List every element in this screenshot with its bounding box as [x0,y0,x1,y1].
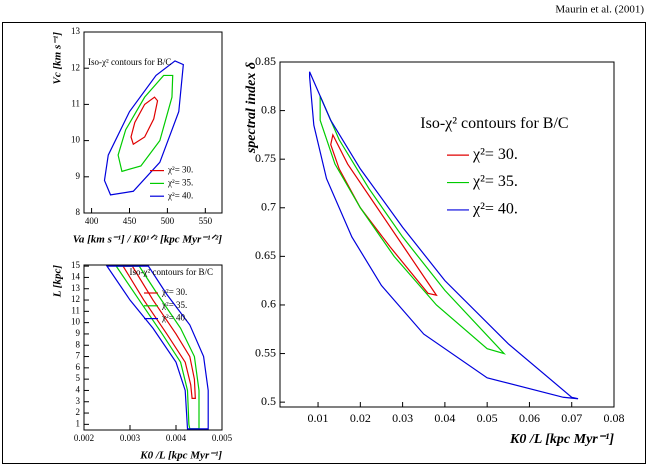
y-tick-label: 8 [76,207,81,217]
plot-frame [83,264,223,431]
contour [330,133,438,297]
legend-label: χ²= 30. [472,146,518,163]
x-tick-label: 0.06 [519,411,540,425]
y-tick-label: 0.75 [255,151,276,165]
y-tick-label: 0.85 [255,54,276,68]
x-tick-label: 500 [161,216,175,226]
annotation: Iso-χ² contours for B/C [420,115,568,132]
y-axis-label: Vc [km s⁻¹] [52,32,64,85]
x-tick-label: 0.01 [308,411,329,425]
contour [105,265,209,430]
y-tick-label: 9 [76,328,81,338]
y-tick-label: 2 [76,407,81,417]
y-tick-label: 7 [76,351,81,361]
x-tick-label: 0.005 [212,433,233,443]
x-tick-label: 0.04 [434,411,455,425]
y-tick-label: 5 [76,373,81,383]
y-tick-label: 13 [71,26,81,36]
y-tick-label: 12 [71,62,80,72]
x-tick-label: 0.03 [392,411,413,425]
x-axis-label: K0 /L [kpc Myr⁻¹] [139,450,222,462]
x-tick-label: 0.08 [604,411,625,425]
x-axis-label: Va [km s⁻¹] / K0¹ᐟ² [kpc Myr⁻¹ᐟ²] [73,234,223,246]
legend-label: χ²= 30. [167,165,193,175]
y-tick-label: 10 [71,135,81,145]
contour [308,71,579,400]
y-axis-label: spectral index δ [244,62,259,154]
y-tick-label: 9 [76,171,81,181]
x-tick-label: 0.002 [74,433,94,443]
contour [122,265,196,399]
plot-frame [279,61,615,408]
legend-label: χ²= 30. [161,287,187,297]
figure-frame [2,22,646,464]
y-tick-label: 12 [71,294,80,304]
legend-label: χ²= 40. [161,313,187,323]
x-tick-label: 0.003 [120,433,141,443]
x-tick-label: 550 [199,216,213,226]
legend-label: χ²= 40. [472,201,518,218]
x-tick-label: 0.02 [350,411,371,425]
y-tick-label: 8 [76,339,81,349]
y-tick-label: 11 [71,305,80,315]
legend-label: χ²= 40. [167,190,193,200]
y-tick-label: 0.5 [261,394,276,408]
y-tick-label: 6 [76,362,81,372]
contour [117,74,174,173]
contour [319,95,507,355]
plot-frame [83,31,223,214]
legend-label: χ²= 35. [472,173,518,190]
y-tick-label: 14 [71,271,81,281]
y-tick-label: 0.8 [261,102,276,116]
x-tick-label: 450 [123,216,137,226]
x-tick-label: 0.07 [561,411,582,425]
y-tick-label: 0.7 [261,200,276,214]
contour [103,60,184,196]
y-tick-label: 0.65 [255,248,276,262]
x-tick-label: 0.05 [477,411,498,425]
y-tick-label: 13 [71,283,81,293]
y-tick-label: 3 [76,396,81,406]
y-tick-label: 1 [76,418,81,428]
contour [130,96,159,146]
legend-label: χ²= 35. [161,300,187,310]
annotation: Iso-χ² contours for B/C [88,57,171,67]
header: Maurin et al. (2001) [555,4,644,16]
y-tick-label: 11 [71,98,80,108]
x-tick-label: 400 [85,216,99,226]
y-tick-label: 0.6 [261,297,276,311]
legend-label: χ²= 35. [167,177,193,187]
y-tick-label: 15 [71,260,81,270]
y-tick-label: 10 [71,317,81,327]
y-tick-label: 4 [76,385,81,395]
annotation: Iso-χ² contours for B/C [130,267,213,277]
y-axis-label: L [kpc] [52,265,64,299]
x-axis-label: K0 /L [kpc Myr⁻¹] [509,432,614,447]
x-tick-label: 0.004 [166,433,187,443]
y-tick-label: 0.55 [255,345,276,359]
